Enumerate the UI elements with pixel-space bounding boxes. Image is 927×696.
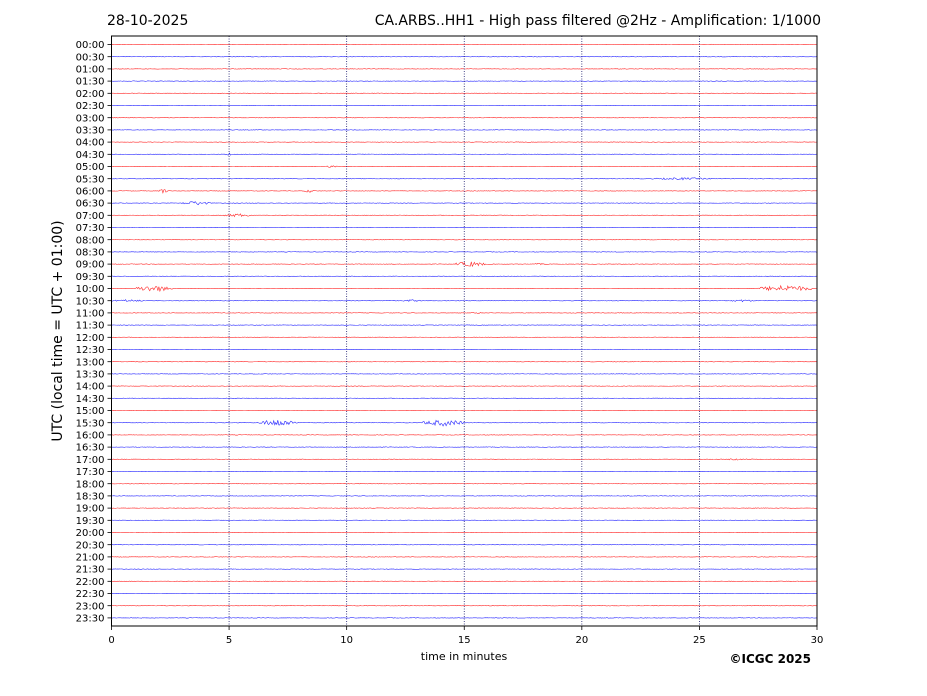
y-axis-label: UTC (local time = UTC + 01:00) [50, 220, 66, 441]
y-tick-label: 20:30 [76, 540, 105, 551]
y-tick-label: 07:00 [76, 211, 105, 222]
y-tick-label: 16:30 [76, 443, 105, 454]
y-tick-label: 11:30 [76, 321, 105, 332]
y-tick-label: 02:30 [76, 101, 105, 112]
y-tick-label: 12:30 [76, 345, 105, 356]
trace-line-0630 [111, 201, 818, 206]
y-tick-label: 14:00 [76, 382, 105, 393]
x-tick-label: 0 [108, 635, 114, 646]
y-tick-label: 00:00 [76, 40, 105, 51]
y-tick-label: 22:30 [76, 589, 105, 600]
x-tick-label: 30 [811, 635, 824, 646]
y-tick-label: 10:00 [76, 284, 105, 295]
x-axis-ticks: 0 5 10 15 20 25 30 [108, 626, 823, 646]
x-tick-label: 10 [340, 635, 353, 646]
y-tick-label: 01:30 [76, 77, 105, 88]
y-tick-label: 05:00 [76, 162, 105, 173]
y-tick-label: 03:30 [76, 126, 105, 137]
y-tick-label: 01:00 [76, 65, 105, 76]
y-tick-label: 13:30 [76, 370, 105, 381]
y-tick-label: 15:00 [76, 406, 105, 417]
vertical-gridlines [228, 36, 700, 626]
y-tick-label: 17:00 [76, 455, 105, 466]
y-tick-label: 08:30 [76, 248, 105, 259]
y-tick-label: 07:30 [76, 223, 105, 234]
y-tick-label: 23:00 [76, 601, 105, 612]
trace-line-1100 [111, 312, 818, 314]
y-tick-label: 21:00 [76, 553, 105, 564]
y-tick-label: 21:30 [76, 565, 105, 576]
y-tick-label: 08:00 [76, 235, 105, 246]
y-tick-label: 06:30 [76, 199, 105, 210]
y-tick-label: 16:00 [76, 431, 105, 442]
x-tick-label: 15 [458, 635, 471, 646]
chart-date: 28-10-2025 [107, 13, 188, 29]
y-tick-label: 09:00 [76, 260, 105, 271]
y-tick-label: 23:30 [76, 614, 105, 625]
y-tick-label: 03:00 [76, 113, 105, 124]
y-tick-label: 18:00 [76, 479, 105, 490]
y-tick-label: 10:30 [76, 296, 105, 307]
y-tick-label: 17:30 [76, 467, 105, 478]
y-tick-label: 18:30 [76, 492, 105, 503]
y-tick-label: 12:00 [76, 333, 105, 344]
copyright-text: ©ICGC 2025 [729, 652, 811, 666]
y-tick-label: 09:30 [76, 272, 105, 283]
y-tick-label: 11:00 [76, 309, 105, 320]
y-tick-label: 14:30 [76, 394, 105, 405]
chart-title: CA.ARBS..HH1 - High pass filtered @2Hz -… [375, 13, 821, 29]
x-tick-label: 25 [693, 635, 706, 646]
y-tick-label: 20:00 [76, 528, 105, 539]
y-tick-label: 22:00 [76, 577, 105, 588]
y-tick-label: 19:00 [76, 504, 105, 515]
x-tick-label: 20 [575, 635, 588, 646]
y-tick-label: 06:00 [76, 187, 105, 198]
y-tick-label: 04:30 [76, 150, 105, 161]
x-axis-label: time in minutes [421, 650, 508, 663]
y-tick-label: 05:30 [76, 174, 105, 185]
y-tick-label: 15:30 [76, 418, 105, 429]
y-tick-label: 04:00 [76, 138, 105, 149]
y-tick-label: 13:00 [76, 357, 105, 368]
trace-line-1030 [111, 299, 818, 303]
plot-frame [111, 35, 818, 627]
y-tick-label: 19:30 [76, 516, 105, 527]
trace-line-0700 [111, 213, 818, 218]
y-tick-label: 00:30 [76, 52, 105, 63]
y-tick-label: 02:00 [76, 89, 105, 100]
x-tick-label: 5 [226, 635, 232, 646]
